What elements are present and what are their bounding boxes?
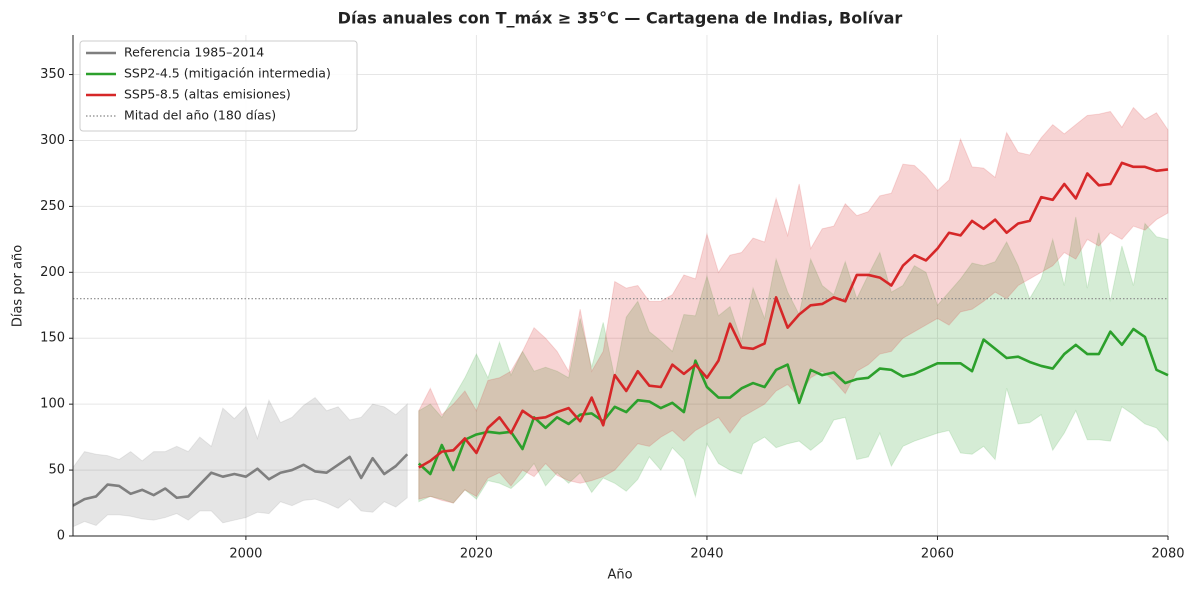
legend-frame xyxy=(79,40,358,132)
chart-title: Días anuales con T_máx ≥ 35°C — Cartagen… xyxy=(338,9,903,28)
uncertainty-band xyxy=(72,396,408,528)
uncertainty-band xyxy=(418,216,1169,504)
legend: Referencia 1985–2014 SSP2-4.5 (mitigación… xyxy=(79,40,358,132)
x-tick-label: 2000 xyxy=(229,547,262,562)
y-tick-label: 0 xyxy=(57,529,65,544)
y-tick-label: 200 xyxy=(40,265,65,280)
y-tick-label: 350 xyxy=(40,67,65,82)
x-tick-label: 2020 xyxy=(460,547,493,562)
y-tick-label: 50 xyxy=(48,463,65,478)
y-tick-label: 100 xyxy=(40,397,65,412)
y-axis-label: Días por año xyxy=(11,245,26,327)
plot-area xyxy=(72,106,1169,528)
series-line xyxy=(418,161,1169,469)
uncertainty-band xyxy=(418,106,1169,504)
legend-label: SSP2-4.5 (mitigación intermedia) xyxy=(124,66,331,81)
x-tick-label: 2040 xyxy=(690,547,723,562)
y-tick-label: 150 xyxy=(40,331,65,346)
y-tick-label: 300 xyxy=(40,133,65,148)
legend-label: SSP5-8.5 (altas emisiones) xyxy=(124,87,291,102)
x-tick-label: 2060 xyxy=(921,547,954,562)
x-tick-label: 2080 xyxy=(1151,547,1184,562)
series-line xyxy=(417,327,1169,476)
legend-label: Mitad del año (180 días) xyxy=(124,108,276,123)
legend-label: Referencia 1985–2014 xyxy=(124,45,264,60)
x-axis-label: Año xyxy=(607,568,632,583)
series-line xyxy=(72,453,409,507)
y-tick-label: 250 xyxy=(40,199,65,214)
axes: 0 50 100 150 200 250 300 350 2000 2020 2040 2060 208… xyxy=(40,35,1185,562)
